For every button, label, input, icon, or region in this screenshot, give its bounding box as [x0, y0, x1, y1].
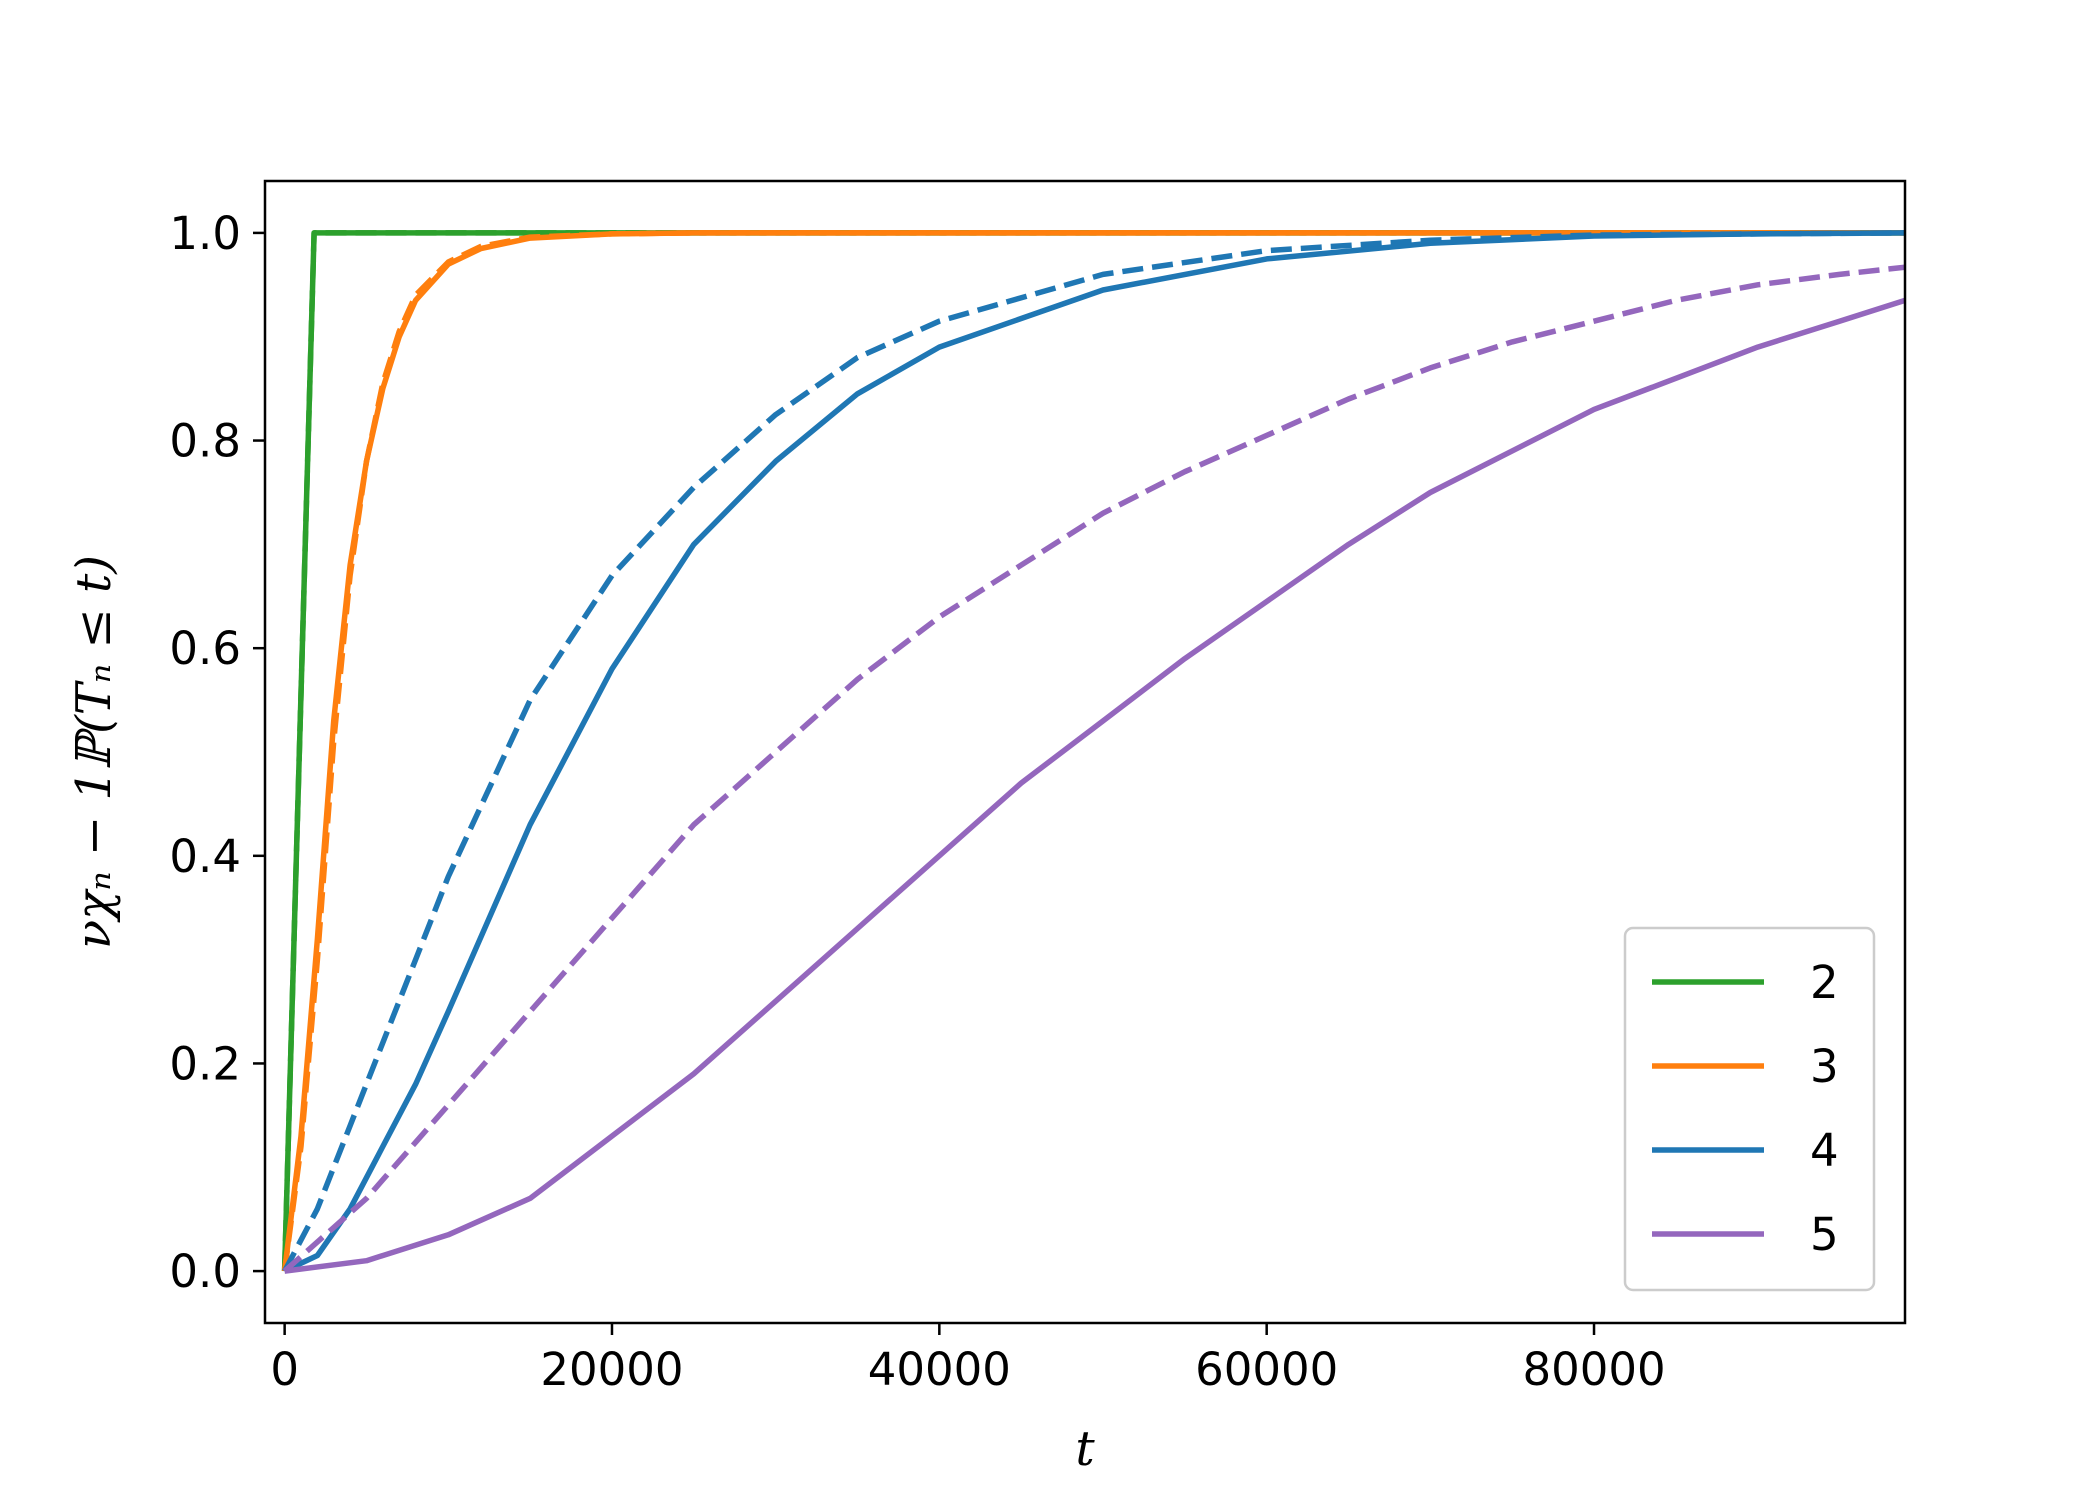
series-5-solid-line: [284, 297, 1905, 1274]
legend-box: [1623, 926, 1876, 1292]
y-tick-label: 0.2: [169, 1037, 241, 1090]
plot-frame: [263, 179, 1907, 1325]
x-tick-label: 0: [270, 1343, 299, 1396]
x-tick-label: 40000: [868, 1343, 1011, 1396]
series-3-dashed-line: [281, 230, 1905, 1272]
legend: 2 3 4 5: [1623, 926, 1876, 1292]
y-axis-label: νχₙ − 1ℙ(Tₙ ≤ t): [66, 555, 122, 949]
legend-label-4: 4: [1810, 1124, 1839, 1177]
series-5-dashed-line: [282, 264, 1905, 1274]
x-axis-label: t: [1075, 1421, 1095, 1477]
series-4-dashed-line: [282, 230, 1905, 1273]
x-axis-ticks: 0 20000 40000 60000 80000: [270, 1323, 1666, 1396]
legend-label-2: 2: [1810, 956, 1839, 1009]
y-axis-ticks: 0.0 0.2 0.4 0.6 0.8 1.0: [169, 207, 265, 1298]
y-tick-label: 0.4: [169, 830, 241, 883]
x-tick-label: 20000: [540, 1343, 683, 1396]
y-tick-label: 0.8: [169, 415, 241, 468]
y-tick-label: 1.0: [169, 207, 241, 260]
x-tick-label: 80000: [1522, 1343, 1665, 1396]
y-tick-label: 0.0: [169, 1245, 241, 1298]
legend-label-5: 5: [1810, 1208, 1839, 1261]
x-tick-label: 60000: [1195, 1343, 1338, 1396]
series-layer: [281, 230, 1905, 1274]
legend-label-3: 3: [1810, 1040, 1839, 1093]
y-tick-label: 0.6: [169, 622, 241, 675]
